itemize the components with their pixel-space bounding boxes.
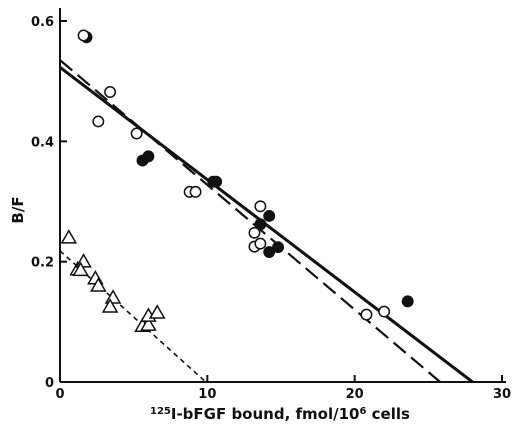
y-tick-label: 0.2: [31, 256, 54, 271]
data-markers: [60, 29, 414, 333]
open-circle-point: [104, 86, 117, 98]
axes: [59, 8, 506, 383]
open-circle-point: [248, 226, 261, 239]
triangle-point: [90, 277, 107, 292]
x-axis-label-main: I-bFGF bound, fmol/10: [171, 405, 360, 423]
filled-circle-point: [210, 175, 223, 188]
filled-circle-point: [272, 241, 285, 254]
ticks: 0 10 20 30 0 0.2 0.4 0.6: [31, 15, 511, 402]
filled-circle-point: [263, 209, 276, 222]
triangle-point: [104, 289, 122, 304]
triangle-point: [148, 304, 166, 319]
filled-circle-point: [401, 295, 414, 308]
x-axis-label-isotope: 125: [150, 406, 171, 417]
y-tick-label: 0: [45, 376, 54, 391]
long-dash-fit-line: [59, 59, 441, 383]
open-circle-point: [130, 127, 143, 140]
y-tick-label: 0.4: [31, 135, 54, 150]
filled-circle-point: [254, 218, 267, 231]
open-circle-point: [92, 115, 105, 128]
triangle-point: [140, 316, 157, 331]
x-tick-label: 20: [346, 387, 364, 402]
x-tick-label: 10: [198, 387, 216, 402]
x-axis-label: 125I-bFGF bound, fmol/106 cells: [150, 405, 410, 423]
open-circle-point: [189, 185, 202, 198]
triangle-point: [60, 229, 78, 244]
open-circle-point: [360, 308, 373, 321]
filled-circle-point: [142, 150, 155, 163]
x-axis-label-suffix: cells: [366, 405, 410, 423]
x-tick-label: 30: [493, 387, 511, 402]
y-tick-label: 0.6: [31, 15, 54, 30]
open-circle-point: [254, 200, 267, 213]
short-dash-fit-line: [59, 250, 207, 383]
open-circle-point: [378, 305, 391, 318]
x-tick-label: 0: [55, 387, 64, 402]
filled-circle-point: [263, 246, 276, 258]
open-circle-point: [254, 237, 267, 250]
triangle-point: [101, 298, 119, 313]
x-axis-label-exponent: 6: [359, 406, 366, 417]
y-axis-label: B/F: [9, 196, 27, 223]
open-circle-point: [77, 29, 90, 42]
triangle-point: [72, 261, 89, 277]
